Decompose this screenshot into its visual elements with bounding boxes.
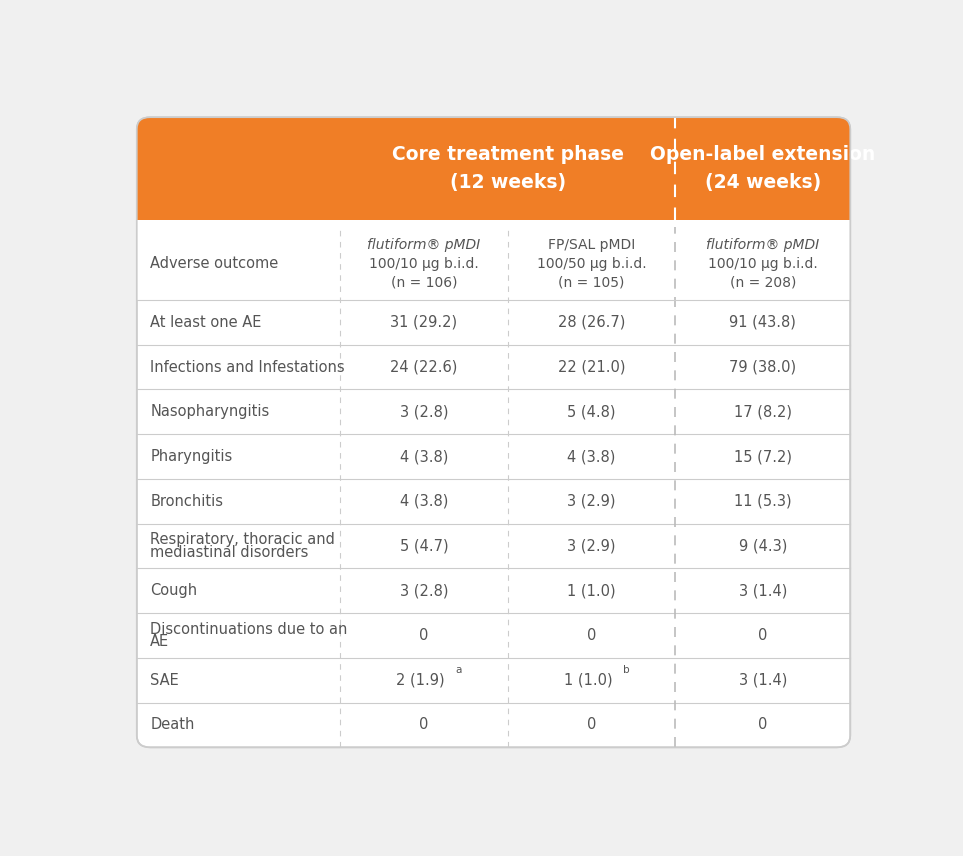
Text: Pharyngitis: Pharyngitis <box>150 449 232 464</box>
Text: 91 (43.8): 91 (43.8) <box>729 315 796 330</box>
Text: 5 (4.8): 5 (4.8) <box>567 404 616 419</box>
Text: 3 (2.8): 3 (2.8) <box>400 404 448 419</box>
Text: (n = 105): (n = 105) <box>559 275 625 289</box>
Text: 3 (1.4): 3 (1.4) <box>739 673 787 687</box>
Text: Discontinuations due to an: Discontinuations due to an <box>150 621 348 637</box>
Text: 4 (3.8): 4 (3.8) <box>400 449 448 464</box>
Text: 11 (5.3): 11 (5.3) <box>734 494 792 508</box>
Text: (n = 106): (n = 106) <box>391 275 457 289</box>
Text: FP/SAL pMDI: FP/SAL pMDI <box>548 238 636 253</box>
Bar <box>137 174 850 220</box>
Text: 79 (38.0): 79 (38.0) <box>729 360 796 375</box>
Text: 1 (1.0): 1 (1.0) <box>567 583 616 598</box>
Text: 0: 0 <box>758 717 768 733</box>
FancyBboxPatch shape <box>137 117 850 747</box>
Text: 2 (1.9): 2 (1.9) <box>396 673 445 687</box>
Text: Respiratory, thoracic and: Respiratory, thoracic and <box>150 532 335 547</box>
Text: At least one AE: At least one AE <box>150 315 262 330</box>
FancyBboxPatch shape <box>137 117 850 220</box>
Text: (n = 208): (n = 208) <box>730 275 796 289</box>
Text: a: a <box>455 665 461 675</box>
Text: 4 (3.8): 4 (3.8) <box>400 494 448 508</box>
Text: AE: AE <box>150 634 169 649</box>
Text: Open-label extension
(24 weeks): Open-label extension (24 weeks) <box>650 145 875 192</box>
Text: 22 (21.0): 22 (21.0) <box>558 360 625 375</box>
Text: Death: Death <box>150 717 195 733</box>
Text: 3 (2.8): 3 (2.8) <box>400 583 448 598</box>
Bar <box>137 228 850 300</box>
Text: 31 (29.2): 31 (29.2) <box>390 315 457 330</box>
Text: 0: 0 <box>587 628 596 643</box>
Text: 17 (8.2): 17 (8.2) <box>734 404 792 419</box>
Text: Infections and Infestations: Infections and Infestations <box>150 360 345 375</box>
Text: Nasopharyngitis: Nasopharyngitis <box>150 404 270 419</box>
Text: Adverse outcome: Adverse outcome <box>150 256 278 271</box>
Text: b: b <box>623 665 630 675</box>
Text: 3 (2.9): 3 (2.9) <box>567 494 616 508</box>
Text: Bronchitis: Bronchitis <box>150 494 223 508</box>
Text: 4 (3.8): 4 (3.8) <box>567 449 615 464</box>
Text: flutiform® pMDI: flutiform® pMDI <box>367 238 481 253</box>
Bar <box>137 220 850 228</box>
Text: 1 (1.0): 1 (1.0) <box>563 673 612 687</box>
Text: flutiform® pMDI: flutiform® pMDI <box>706 238 820 253</box>
Text: 28 (26.7): 28 (26.7) <box>558 315 625 330</box>
Text: SAE: SAE <box>150 673 179 687</box>
Text: 9 (4.3): 9 (4.3) <box>739 538 787 554</box>
Text: 5 (4.7): 5 (4.7) <box>400 538 449 554</box>
Text: Core treatment phase
(12 weeks): Core treatment phase (12 weeks) <box>392 145 624 192</box>
Text: mediastinal disorders: mediastinal disorders <box>150 544 308 560</box>
Text: 3 (1.4): 3 (1.4) <box>739 583 787 598</box>
Text: 24 (22.6): 24 (22.6) <box>390 360 457 375</box>
Text: 0: 0 <box>758 628 768 643</box>
Text: 100/10 µg b.i.d.: 100/10 µg b.i.d. <box>369 257 479 270</box>
Text: 100/50 µg b.i.d.: 100/50 µg b.i.d. <box>536 257 646 270</box>
Text: 0: 0 <box>419 717 429 733</box>
Text: 3 (2.9): 3 (2.9) <box>567 538 616 554</box>
Text: Cough: Cough <box>150 583 197 598</box>
Text: 100/10 µg b.i.d.: 100/10 µg b.i.d. <box>708 257 818 270</box>
Text: 0: 0 <box>419 628 429 643</box>
Text: 0: 0 <box>587 717 596 733</box>
Text: 15 (7.2): 15 (7.2) <box>734 449 792 464</box>
